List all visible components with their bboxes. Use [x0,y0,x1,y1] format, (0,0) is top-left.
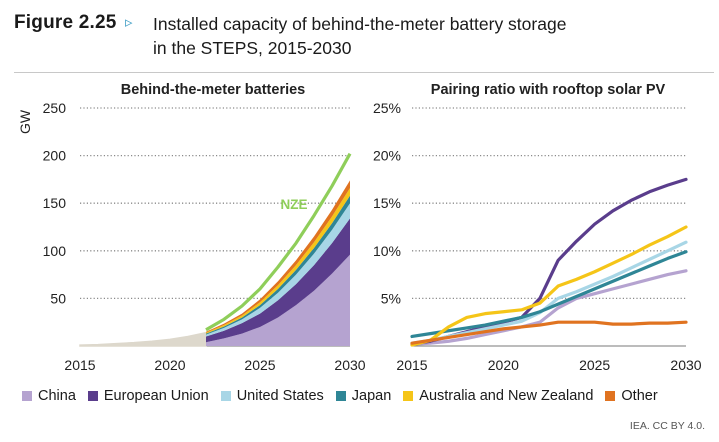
y-tick-label: 200 [43,148,67,164]
x-tick-label: 2030 [670,357,701,373]
line-japan [410,250,688,339]
y-axis-label: GW [17,109,33,134]
figure-title: Installed capacity of behind-the-meter b… [153,12,566,60]
line-nze [205,152,352,332]
credit-text: IEA. CC BY 4.0. [629,420,705,432]
legend-label: Australia and New Zealand [419,388,594,404]
y-tick-label: 100 [43,243,67,259]
y-tick-label: 25% [373,100,401,116]
charts-canvas: Behind-the-meter batteries 50 100 150 200 250… [17,82,702,373]
x-tick-label: 2025 [579,357,610,373]
y-tick-label: 5% [381,290,401,306]
legend-label: China [38,388,76,404]
legend-item-japan: Japan [335,388,392,404]
y-tick-label: 250 [43,100,67,116]
x-tick-label: 2015 [64,357,95,373]
legend-item-other: Other [605,388,658,404]
legend-item-united-states: United States [220,388,324,404]
y-tick-label: 15% [373,195,401,211]
legend-label: Other [621,388,658,404]
legend: China European Union United States Japan Aus… [22,388,670,404]
y-tick-label: 50 [50,290,66,306]
x-tick-label: 2015 [396,357,427,373]
triangle-right-icon: ▹ [125,14,133,31]
legend-item-china: China [22,388,76,404]
figure-title-line2: in the STEPS, 2015-2030 [153,38,352,58]
legend-label: Japan [351,388,392,404]
nze-label: NZE [281,197,308,212]
line-australia-and-new-zealand [410,225,688,347]
x-tick-label: 2030 [334,357,365,373]
area-european-union [206,218,350,343]
legend-label: European Union [103,388,209,404]
area-china [206,254,350,346]
legend-swatch [22,391,32,401]
chart-panel-1: Behind-the-meter batteries 50 100 150 200 250… [17,82,366,373]
legend-swatch [403,391,414,401]
line-china [410,269,688,346]
panel-title: Behind-the-meter batteries [121,82,306,98]
legend-swatch [605,391,616,401]
figure-title-line1: Installed capacity of behind-the-meter b… [153,14,567,34]
legend-swatch [87,391,98,401]
line-other [410,320,688,345]
x-tick-label: 2020 [488,357,519,373]
x-tick-label: 2020 [154,357,185,373]
chart-panel-2: Pairing ratio with rooftop solar PV 5% 10%… [373,82,702,373]
x-tick-label: 2025 [244,357,275,373]
header-divider [14,72,714,73]
figure-label: Figure 2.25 [14,12,117,33]
legend-item-european-union: European Union [87,388,209,404]
y-tick-label: 150 [43,195,67,211]
y-tick-label: 10% [373,243,401,259]
area-historical-total [79,331,207,347]
panel-title: Pairing ratio with rooftop solar PV [431,82,666,98]
legend-label: United States [236,388,324,404]
legend-item-australia-and-new-zealand: Australia and New Zealand [403,388,593,404]
legend-swatch [220,391,231,401]
legend-swatch [335,391,346,401]
y-tick-label: 20% [373,148,401,164]
